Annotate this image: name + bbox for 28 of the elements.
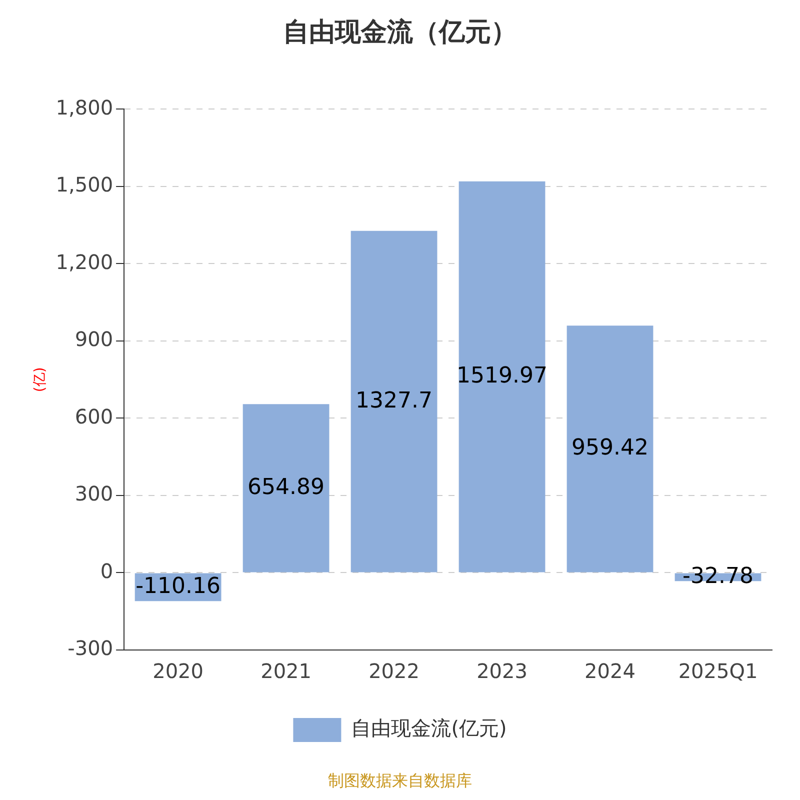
data-label: -32.78 [682,564,754,589]
x-tick-label: 2023 [476,659,528,684]
y-tick-label: 900 [74,327,114,352]
data-label: -110.16 [136,574,221,599]
x-tick-label: 2020 [152,659,204,684]
y-tick-label: 1,200 [56,250,114,274]
data-label: 959.42 [572,436,649,461]
y-tick-label: -300 [68,636,114,660]
y-tick-label: 1,500 [56,172,114,197]
data-label: 1519.97 [456,363,548,388]
y-tick-label: 0 [100,558,114,583]
x-tick-label: 2024 [584,659,636,684]
y-tick-label: 600 [74,404,114,428]
bar [350,230,438,572]
x-tick-label: 2021 [260,659,312,684]
data-label: 1327.7 [356,388,433,414]
bar [242,404,330,572]
x-tick-label: 2022 [368,659,420,684]
bar [566,326,654,572]
y-tick-label: 1,800 [56,95,114,120]
x-tick-label: 2025Q1 [678,659,758,684]
legend-label: 自由现金流(亿元) [351,716,507,740]
text: 制图数据来自数据库 [328,771,472,790]
bar [458,181,546,572]
chart-title: 自由现金流（亿元） [283,17,517,48]
y-tick-label: 300 [74,482,114,506]
data-label: 654.89 [248,474,325,500]
y-axis-title: (亿) [32,367,48,392]
